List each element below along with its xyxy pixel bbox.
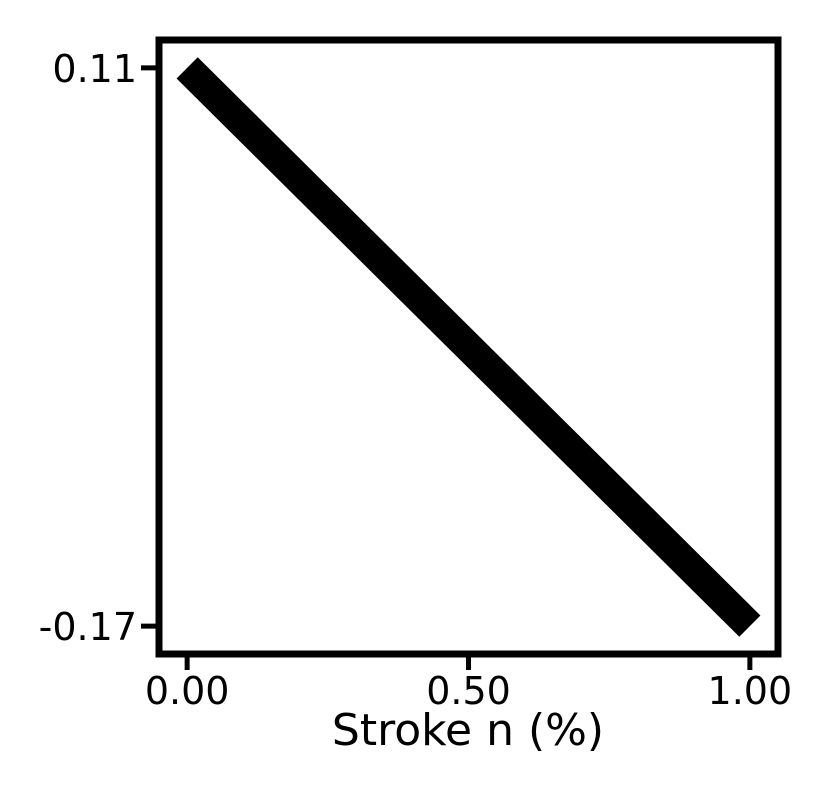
x-tick-label: 1.00 bbox=[708, 669, 793, 713]
x-axis-label: Stroke n (%) bbox=[332, 705, 604, 756]
y-tick-label: 0.11 bbox=[52, 47, 137, 91]
x-tick-label: 0.50 bbox=[426, 669, 511, 713]
series-line bbox=[176, 57, 761, 637]
y-tick-label: -0.17 bbox=[39, 605, 137, 649]
axes: 0.00 0.50 1.00 0.11 -0.17 bbox=[39, 36, 793, 713]
plot-area bbox=[176, 57, 761, 637]
x-tick-label: 0.00 bbox=[145, 669, 230, 713]
